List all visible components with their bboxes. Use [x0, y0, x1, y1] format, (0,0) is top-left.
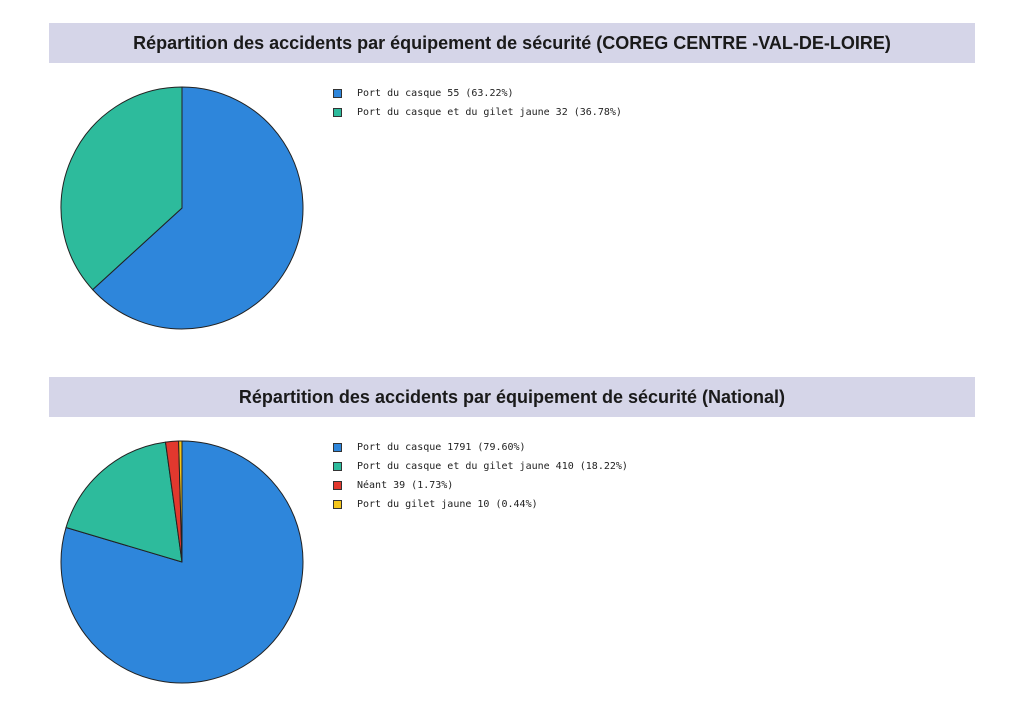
legend-swatch — [333, 481, 342, 490]
legend-swatch — [333, 89, 342, 98]
legend-swatch — [333, 500, 342, 509]
pie-slice — [65, 441, 183, 563]
legend-label: Port du gilet jaune 10 (0.44%) — [357, 499, 538, 510]
pie-chart-national — [60, 440, 304, 684]
legend-item: Port du casque 55 (63.22%) — [333, 84, 622, 103]
legend-label: Port du casque et du gilet jaune 410 (18… — [357, 461, 628, 472]
legend-national: Port du casque 1791 (79.60%) Port du casq… — [333, 438, 628, 514]
legend-label: Port du casque 55 (63.22%) — [357, 88, 514, 99]
chart-title: Répartition des accidents par équipement… — [133, 32, 891, 53]
legend-item: Port du gilet jaune 10 (0.44%) — [333, 495, 628, 514]
pie-slice — [92, 86, 304, 330]
chart-section-national: Répartition des accidents par équipement… — [0, 355, 1024, 715]
legend-swatch — [333, 462, 342, 471]
legend-swatch — [333, 443, 342, 452]
legend-label: Port du casque et du gilet jaune 32 (36.… — [357, 107, 622, 118]
pie-chart-coreg — [60, 86, 304, 330]
legend-coreg: Port du casque 55 (63.22%) Port du casque… — [333, 84, 622, 122]
pie-slice — [178, 440, 183, 563]
legend-label: Port du casque 1791 (79.60%) — [357, 442, 526, 453]
legend-label: Néant 39 (1.73%) — [357, 480, 454, 491]
chart-title-bar: Répartition des accidents par équipement… — [49, 377, 975, 417]
legend-item: Port du casque et du gilet jaune 410 (18… — [333, 457, 628, 476]
pie-slice — [60, 86, 183, 291]
legend-item: Néant 39 (1.73%) — [333, 476, 628, 495]
chart-title-bar: Répartition des accidents par équipement… — [49, 23, 975, 63]
legend-item: Port du casque et du gilet jaune 32 (36.… — [333, 103, 622, 122]
chart-section-coreg: Répartition des accidents par équipement… — [0, 0, 1024, 350]
chart-title: Répartition des accidents par équipement… — [238, 386, 786, 407]
legend-swatch — [333, 108, 342, 117]
legend-item: Port du casque 1791 (79.60%) — [333, 438, 628, 457]
